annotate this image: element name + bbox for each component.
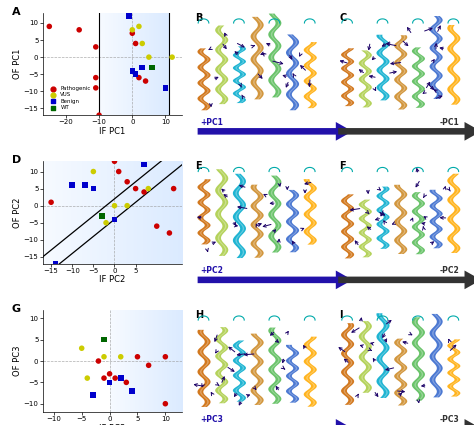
Text: I: I bbox=[339, 310, 343, 320]
Point bbox=[46, 23, 53, 30]
Point bbox=[168, 54, 176, 60]
Text: C: C bbox=[339, 13, 346, 23]
Point bbox=[90, 185, 97, 192]
Point bbox=[145, 362, 153, 369]
Text: H: H bbox=[196, 310, 204, 320]
X-axis label: IF PC3: IF PC3 bbox=[99, 424, 126, 425]
Point bbox=[123, 178, 131, 185]
Text: +PC2: +PC2 bbox=[200, 266, 223, 275]
X-axis label: IF PC2: IF PC2 bbox=[99, 275, 126, 284]
Point bbox=[115, 168, 122, 175]
Text: +PC3: +PC3 bbox=[200, 415, 223, 424]
Point bbox=[100, 336, 108, 343]
Point bbox=[162, 400, 169, 407]
Point bbox=[134, 353, 141, 360]
Point bbox=[111, 375, 119, 382]
Point bbox=[98, 212, 106, 219]
X-axis label: IF PC1: IF PC1 bbox=[99, 127, 126, 136]
Point bbox=[125, 13, 133, 20]
Point bbox=[128, 68, 136, 74]
Point bbox=[111, 216, 118, 223]
Point bbox=[140, 162, 148, 168]
Point bbox=[106, 379, 113, 386]
Point bbox=[111, 202, 118, 209]
Text: -PC2: -PC2 bbox=[440, 266, 460, 275]
Point bbox=[128, 30, 136, 37]
Point bbox=[47, 199, 55, 206]
Y-axis label: OF PC1: OF PC1 bbox=[13, 49, 22, 79]
Text: -PC1: -PC1 bbox=[440, 118, 460, 127]
Point bbox=[117, 353, 125, 360]
Text: D: D bbox=[12, 155, 21, 165]
Point bbox=[117, 375, 125, 382]
Point bbox=[170, 185, 177, 192]
Point bbox=[95, 112, 103, 119]
Point bbox=[132, 185, 139, 192]
Point bbox=[89, 392, 97, 399]
Point bbox=[153, 223, 161, 230]
Point bbox=[90, 168, 97, 175]
Point bbox=[145, 54, 153, 60]
Point bbox=[92, 74, 100, 81]
Point bbox=[92, 85, 100, 91]
Point bbox=[140, 189, 148, 196]
Point bbox=[52, 261, 59, 267]
Point bbox=[128, 388, 136, 394]
Point bbox=[142, 78, 149, 85]
Text: B: B bbox=[196, 13, 203, 23]
Point bbox=[138, 64, 146, 71]
Text: G: G bbox=[12, 304, 21, 314]
Point bbox=[145, 185, 152, 192]
Point bbox=[81, 182, 89, 189]
Text: A: A bbox=[12, 7, 20, 17]
Point bbox=[138, 40, 146, 47]
Point bbox=[100, 375, 108, 382]
Text: +PC1: +PC1 bbox=[200, 118, 223, 127]
Point bbox=[123, 202, 131, 209]
Point bbox=[148, 64, 156, 71]
Point bbox=[162, 353, 169, 360]
Point bbox=[165, 230, 173, 236]
Point bbox=[68, 182, 76, 189]
Point bbox=[100, 353, 108, 360]
Point bbox=[78, 345, 85, 351]
Point bbox=[135, 74, 143, 81]
Point bbox=[106, 371, 113, 377]
Text: E: E bbox=[196, 161, 202, 171]
Point bbox=[75, 26, 83, 33]
Text: -PC3: -PC3 bbox=[440, 415, 460, 424]
Point bbox=[111, 158, 118, 164]
Point bbox=[102, 219, 110, 226]
Point bbox=[132, 40, 139, 47]
Legend: Pathogenic, VUS, Benign, WT: Pathogenic, VUS, Benign, WT bbox=[46, 84, 93, 112]
Point bbox=[132, 71, 139, 78]
Point bbox=[162, 85, 169, 91]
Point bbox=[83, 375, 91, 382]
Point bbox=[128, 26, 136, 33]
Point bbox=[135, 23, 143, 30]
Text: F: F bbox=[339, 161, 346, 171]
Point bbox=[95, 357, 102, 364]
Point bbox=[92, 43, 100, 50]
Y-axis label: OF PC3: OF PC3 bbox=[13, 346, 22, 376]
Point bbox=[122, 379, 130, 386]
Y-axis label: OF PC2: OF PC2 bbox=[13, 197, 22, 228]
